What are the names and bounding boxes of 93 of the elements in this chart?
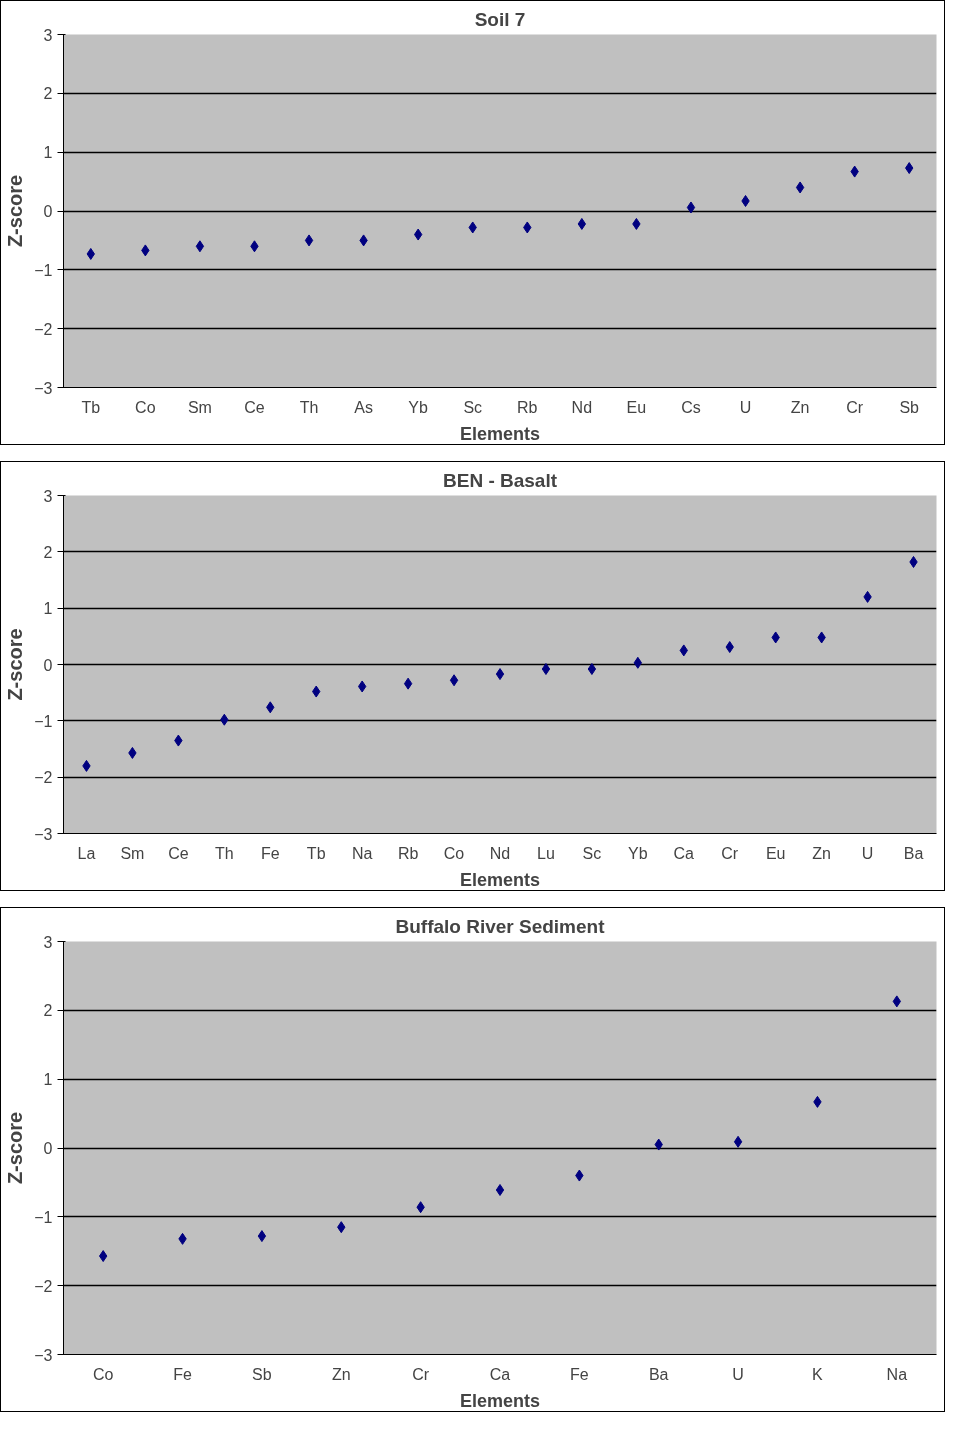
y-tick-label: 0 — [43, 1140, 53, 1157]
x-tick-label: Fe — [570, 1365, 589, 1383]
x-tick-label: Zn — [812, 844, 831, 862]
point — [495, 668, 505, 681]
x-tick-label: Lu — [537, 844, 555, 862]
x-axis-title: Elements — [459, 1390, 541, 1411]
point — [403, 677, 413, 690]
x-tick-label: Nd — [571, 398, 593, 416]
y-tick-label: 1 — [43, 1071, 53, 1089]
point — [686, 201, 696, 214]
x-tick-label: Ca — [673, 844, 695, 862]
x-tick-label: Cr — [412, 1365, 430, 1383]
point — [577, 217, 587, 230]
x-tick-label: Sc — [463, 398, 483, 416]
x-tick-label: Co — [443, 844, 465, 862]
y-tick-label: −1 — [34, 1208, 53, 1226]
x-tick-label: Sm — [120, 844, 145, 862]
x-tick-label: Cs — [681, 398, 701, 416]
point — [357, 680, 367, 693]
y-tick-label: −2 — [34, 320, 53, 338]
point — [495, 1183, 505, 1196]
y-tick-label: −3 — [34, 1346, 53, 1364]
x-tick-label: La — [77, 844, 96, 862]
x-tick-label: Co — [92, 1365, 114, 1383]
x-tick-label: Ce — [244, 398, 265, 416]
x-tick-label: U — [732, 1365, 744, 1383]
x-tick-label: Sc — [582, 844, 602, 862]
y-tick-label: −2 — [34, 1277, 53, 1295]
y-tick-label: 2 — [43, 543, 53, 561]
chart-title: Soil 7 — [474, 8, 526, 30]
x-tick-label: Th — [299, 398, 319, 416]
y-tick-label: 2 — [43, 85, 53, 103]
x-tick-label: Zn — [790, 398, 810, 416]
x-tick-label: Na — [351, 844, 373, 862]
y-tick-label: 2 — [43, 1002, 53, 1020]
y-tick-label: −2 — [34, 769, 53, 787]
y-tick-label: −1 — [34, 712, 53, 730]
y-tick-label: 1 — [43, 144, 53, 162]
x-tick-label: Na — [886, 1365, 908, 1383]
chart-title: Buffalo River Sediment — [395, 915, 606, 937]
x-tick-label: Ba — [648, 1365, 669, 1383]
point — [449, 674, 459, 687]
y-tick-label: 1 — [43, 600, 53, 618]
x-tick-label: Yb — [628, 844, 648, 862]
x-axis-title: Elements — [459, 869, 541, 890]
chart-title: BEN - Basalt — [442, 469, 558, 491]
x-tick-label: K — [812, 1365, 824, 1383]
x-tick-label: Ca — [489, 1365, 511, 1383]
x-tick-label: Cr — [721, 844, 739, 862]
y-axis-title: Z-score — [4, 174, 27, 248]
point — [413, 228, 423, 241]
x-tick-label: Sb — [899, 398, 920, 416]
x-tick-label: Rb — [397, 844, 419, 862]
x-tick-label: Cr — [846, 398, 864, 416]
x-tick-label: Nd — [489, 844, 511, 862]
point — [795, 181, 805, 194]
x-tick-label: Sb — [252, 1365, 272, 1383]
y-axis-title: Z-score — [4, 628, 27, 701]
y-tick-label: 3 — [43, 933, 53, 951]
x-tick-label: Ba — [903, 844, 924, 862]
x-tick-label: Fe — [260, 844, 280, 862]
point — [633, 656, 643, 669]
x-tick-label: Fe — [173, 1365, 192, 1383]
x-tick-label: Sm — [187, 398, 212, 416]
x-tick-label: Tb — [81, 398, 101, 416]
y-tick-label: 0 — [43, 203, 53, 220]
x-tick-label: Zn — [331, 1365, 351, 1383]
x-tick-label: Ce — [168, 844, 189, 862]
point — [541, 663, 551, 676]
x-tick-label: Th — [214, 844, 234, 862]
x-tick-label: U — [861, 844, 874, 862]
x-tick-label: Rb — [517, 398, 538, 416]
x-tick-label: Co — [135, 398, 156, 416]
y-axis-title: Z-score — [4, 1111, 27, 1185]
y-tick-label: 0 — [43, 656, 53, 674]
x-tick-label: U — [739, 398, 752, 416]
x-tick-label: Tb — [306, 844, 326, 862]
point — [587, 663, 597, 676]
y-tick-label: −1 — [34, 261, 53, 279]
x-tick-label: Yb — [408, 398, 429, 416]
x-tick-label: Eu — [765, 844, 786, 862]
y-tick-label: 3 — [43, 487, 53, 505]
y-tick-label: −3 — [34, 825, 53, 843]
point — [741, 195, 750, 207]
y-tick-label: 3 — [43, 26, 53, 44]
y-tick-label: −3 — [34, 379, 53, 397]
x-axis-title: Elements — [459, 423, 541, 444]
x-tick-label: As — [354, 398, 373, 416]
point — [195, 240, 205, 253]
point — [257, 1230, 267, 1243]
x-tick-label: Eu — [626, 398, 647, 416]
point — [733, 1135, 743, 1148]
point — [304, 234, 314, 247]
